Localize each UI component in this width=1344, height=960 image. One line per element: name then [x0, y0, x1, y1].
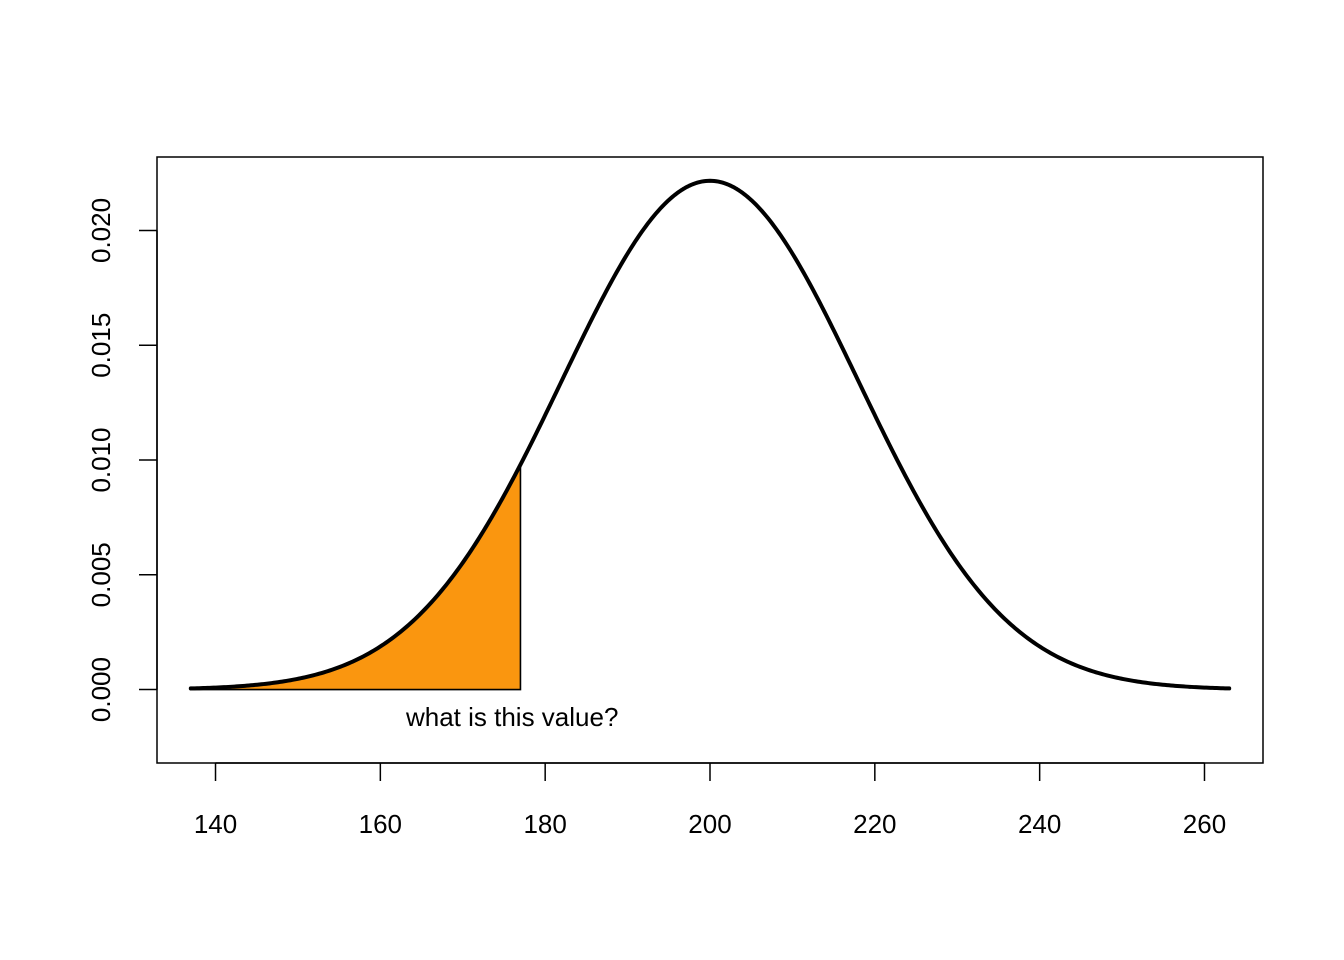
axes: 140 160 180 200 220 240 260 0.000 0.005 0.010 0.01…	[86, 198, 1226, 839]
y-tick-label: 0.020	[86, 198, 116, 263]
plot-area: what is this value?	[188, 178, 1232, 732]
x-tick-label: 140	[194, 809, 237, 839]
x-tick-label: 180	[523, 809, 566, 839]
density-curve	[188, 178, 1232, 691]
x-tick-label: 240	[1018, 809, 1061, 839]
y-tick-label: 0.000	[86, 657, 116, 722]
x-tick-label: 260	[1183, 809, 1226, 839]
y-tick-label: 0.005	[86, 542, 116, 607]
x-tick-label: 200	[688, 809, 731, 839]
annotation-label: what is this value?	[405, 702, 618, 732]
shaded-area	[189, 464, 522, 691]
x-tick-label: 160	[359, 809, 402, 839]
y-tick-label: 0.015	[86, 313, 116, 378]
x-tick-label: 220	[853, 809, 896, 839]
y-tick-label: 0.010	[86, 427, 116, 492]
